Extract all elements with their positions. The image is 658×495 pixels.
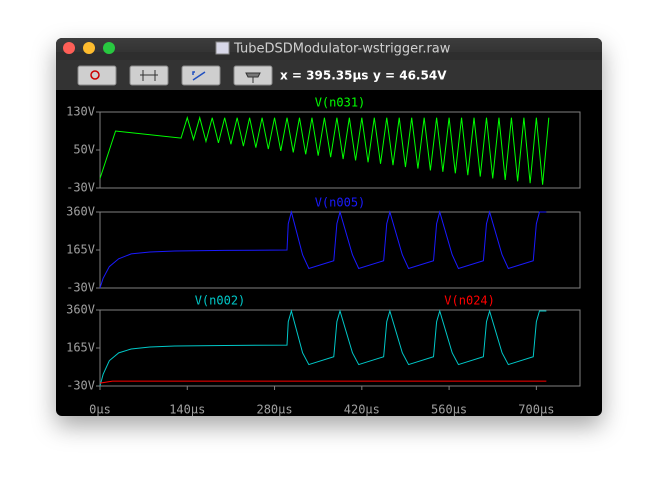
y-tick-label: 360V — [66, 205, 95, 219]
zoom-tool[interactable] — [77, 65, 117, 86]
cursor-y: y = 46.54V — [373, 69, 447, 83]
x-tick-label: 140µs — [169, 403, 205, 417]
y-tick-label: -30V — [66, 379, 95, 393]
x-tick-label: 0µs — [89, 403, 111, 417]
legend-label: V(n002) — [195, 294, 246, 308]
legend-label: V(n005) — [315, 196, 366, 210]
waveform — [99, 380, 547, 384]
probe-icon — [245, 72, 261, 83]
y-tick-label: -30V — [66, 281, 95, 295]
cursor-x: x = 395.35µs — [280, 69, 368, 83]
zoom-button[interactable] — [103, 42, 115, 54]
plots: -30V 50V 130V V(n031) -30V 165V 360V V(n005) -30… — [66, 96, 581, 417]
waveform — [99, 115, 550, 185]
legend-label: V(n031) — [315, 96, 366, 110]
y-tick-label: 130V — [66, 105, 95, 119]
autorange-icon — [140, 70, 158, 81]
y-tick-label: 50V — [73, 143, 95, 157]
y-tick-label: 165V — [66, 341, 95, 355]
minimize-button[interactable] — [83, 42, 95, 54]
toolbar-buttons — [77, 65, 273, 86]
title-bar-base — [56, 52, 602, 60]
waveform — [99, 210, 547, 289]
x-tick-label: 700µs — [518, 403, 554, 417]
legend-label: V(n024) — [444, 294, 495, 308]
zoom-icon — [90, 70, 100, 80]
x-tick-label: 420µs — [344, 403, 380, 417]
y-tick-label: 360V — [66, 303, 95, 317]
close-button[interactable] — [63, 42, 75, 54]
window-title: TubeDSDModulator-wstrigger.raw — [233, 42, 451, 57]
x-tick-label: 560µs — [431, 403, 467, 417]
waveform — [99, 309, 547, 387]
pan-icon — [192, 71, 206, 81]
file-icon — [215, 41, 230, 55]
window — [56, 38, 602, 416]
y-tick-label: -30V — [66, 181, 95, 195]
x-tick-label: 280µs — [256, 403, 292, 417]
y-tick-label: 165V — [66, 243, 95, 257]
